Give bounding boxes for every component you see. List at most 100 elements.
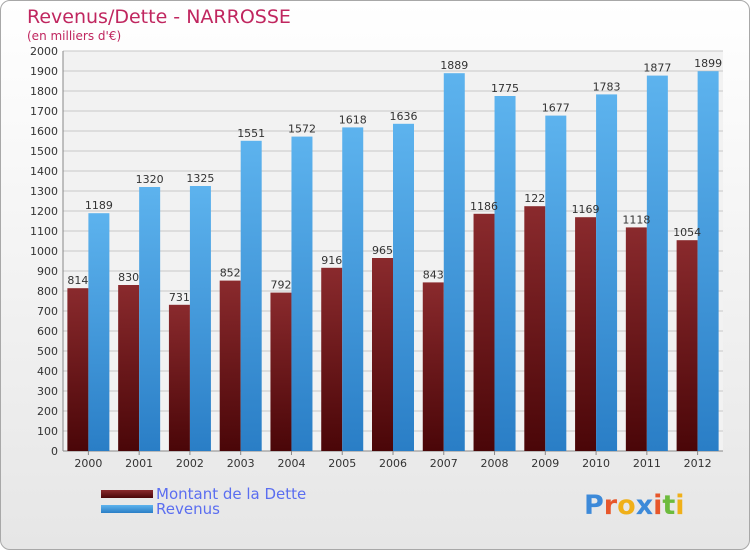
y-tick-label: 2000 xyxy=(30,45,58,58)
revenue-bar xyxy=(393,123,414,452)
y-tick-label: 0 xyxy=(51,445,58,458)
y-tick-label: 200 xyxy=(37,405,58,418)
logo-letter: i xyxy=(653,490,663,521)
debt-value-label: 852 xyxy=(220,267,241,280)
revenue-value-label: 1618 xyxy=(339,113,367,126)
y-axis-ticks: 0 100 200 300 400 500 600 700 800 900 1000 1100 1200… xyxy=(30,45,58,458)
debt-value-label: 814 xyxy=(67,274,88,287)
revenue-value-label: 1325 xyxy=(186,172,214,185)
x-tick-label: 2006 xyxy=(379,457,407,470)
logo-letter: o xyxy=(617,490,636,521)
revenue-bar xyxy=(240,140,262,452)
debt-bar xyxy=(321,267,343,451)
x-tick-label: 2003 xyxy=(227,457,255,470)
debt-bar xyxy=(524,206,546,451)
revenue-value-label: 1320 xyxy=(136,173,164,186)
revenue-value-label: 1572 xyxy=(288,123,316,136)
revenue-value-label: 1877 xyxy=(643,62,671,75)
x-tick-label: 2004 xyxy=(277,457,305,470)
x-tick-label: 2012 xyxy=(684,457,712,470)
x-tick-label: 2002 xyxy=(176,457,204,470)
debt-value-label: 843 xyxy=(423,268,444,281)
y-tick-label: 1100 xyxy=(30,225,58,238)
debt-value-label: 1186 xyxy=(470,200,498,213)
y-tick-label: 700 xyxy=(37,305,58,318)
y-tick-label: 1000 xyxy=(30,245,58,258)
debt-value-label: 965 xyxy=(372,244,393,257)
x-tick-label: 2000 xyxy=(74,457,102,470)
debt-bar xyxy=(67,288,89,451)
legend-swatch-revenue xyxy=(101,505,153,513)
revenue-value-label: 1899 xyxy=(694,57,722,70)
x-tick-label: 2010 xyxy=(582,457,610,470)
debt-bar xyxy=(575,217,597,451)
proxiti-logo: Proxiti xyxy=(584,490,685,521)
logo-letter: t xyxy=(662,490,676,521)
chart-title: Revenus/Dette - NARROSSE xyxy=(27,6,291,28)
x-axis-ticks: 2000 2001 2002 2003 2004 2005 2006 2007 2008 2009… xyxy=(74,451,712,470)
logo-letter: x xyxy=(635,490,654,521)
debt-bar xyxy=(422,282,444,451)
revenue-bar xyxy=(189,186,211,451)
y-tick-label: 1300 xyxy=(30,185,58,198)
revenue-bar xyxy=(646,75,668,451)
logo-letter: r xyxy=(603,490,618,521)
debt-value-label: 1054 xyxy=(673,226,701,239)
revenue-bar xyxy=(697,71,719,451)
revenue-value-label: 1783 xyxy=(593,80,621,93)
debt-bar xyxy=(118,285,140,451)
legend-label-revenue: Revenus xyxy=(156,500,220,518)
revenue-bar xyxy=(291,136,313,451)
revenue-bar xyxy=(443,73,465,451)
debt-bar xyxy=(270,292,292,451)
x-tick-label: 2005 xyxy=(328,457,356,470)
y-tick-label: 600 xyxy=(37,325,58,338)
debt-bar xyxy=(372,258,393,451)
y-tick-label: 1800 xyxy=(30,85,58,98)
legend-label-debt: Montant de la Dette xyxy=(156,485,307,503)
y-tick-label: 400 xyxy=(37,365,58,378)
revenue-value-label: 1775 xyxy=(491,82,519,95)
revenue-value-label: 1889 xyxy=(440,59,468,72)
revenue-bar xyxy=(88,213,110,451)
y-tick-label: 1700 xyxy=(30,105,58,118)
debt-value-label: 1118 xyxy=(622,213,650,226)
revenue-value-label: 1189 xyxy=(85,199,113,212)
revenue-value-label: 1636 xyxy=(390,110,418,123)
y-tick-label: 1200 xyxy=(30,205,58,218)
revenue-value-label: 1677 xyxy=(542,102,570,115)
x-tick-label: 2011 xyxy=(633,457,661,470)
logo-letter: P xyxy=(584,490,604,521)
revenue-bar xyxy=(342,127,364,452)
debt-bar xyxy=(219,280,241,451)
debt-bar xyxy=(625,227,647,451)
y-tick-label: 300 xyxy=(37,385,58,398)
legend-swatch-debt xyxy=(101,490,153,498)
y-tick-label: 1500 xyxy=(30,145,58,158)
debt-value-label: 830 xyxy=(118,271,139,284)
y-tick-label: 800 xyxy=(37,285,58,298)
debt-bar xyxy=(168,304,190,451)
debt-value-label: 916 xyxy=(321,254,342,267)
chart-subtitle: (en milliers d'€) xyxy=(27,29,122,43)
revenue-value-label: 1551 xyxy=(237,127,265,140)
debt-bar xyxy=(676,240,698,451)
bars xyxy=(67,71,719,452)
debt-value-label: 731 xyxy=(169,291,190,304)
y-tick-label: 100 xyxy=(37,425,58,438)
revenue-bar xyxy=(139,187,161,451)
debt-value-label: 792 xyxy=(270,279,291,292)
y-tick-label: 500 xyxy=(37,345,58,358)
y-tick-label: 1600 xyxy=(30,125,58,138)
debt-value-label: 1169 xyxy=(572,203,600,216)
logo-letter: i xyxy=(675,490,685,521)
debt-value-label: 122 xyxy=(524,192,545,205)
x-tick-label: 2001 xyxy=(125,457,153,470)
x-tick-label: 2009 xyxy=(531,457,559,470)
revenue-bar xyxy=(596,94,618,452)
x-tick-label: 2007 xyxy=(430,457,458,470)
debt-bar xyxy=(473,213,495,451)
x-tick-label: 2008 xyxy=(481,457,509,470)
